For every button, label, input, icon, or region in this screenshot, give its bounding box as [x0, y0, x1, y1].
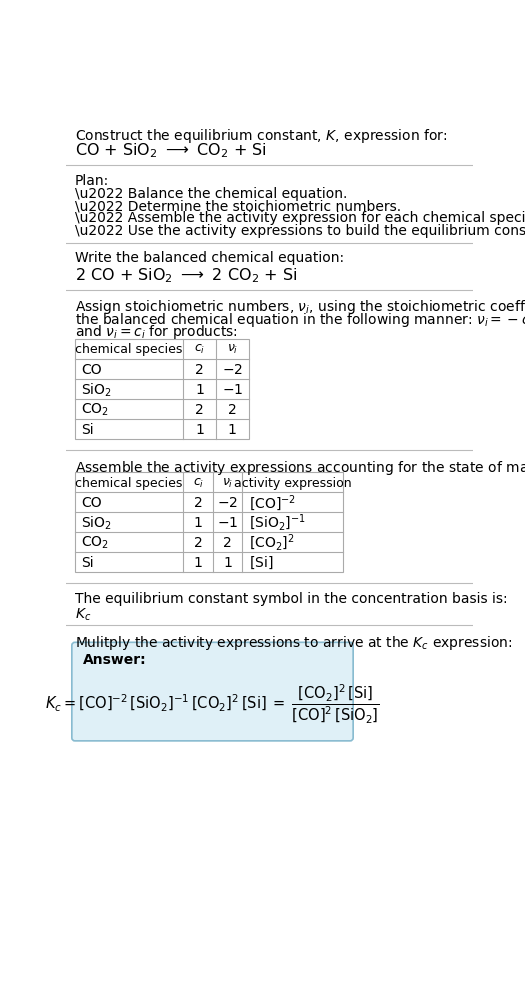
Text: $-1$: $-1$	[217, 516, 238, 530]
Text: SiO$_2$: SiO$_2$	[81, 514, 112, 532]
Text: CO + SiO$_2$ $\longrightarrow$ CO$_2$ + Si: CO + SiO$_2$ $\longrightarrow$ CO$_2$ + …	[75, 141, 267, 159]
Text: 1: 1	[228, 422, 237, 436]
Text: $[\mathrm{CO}]^{-2}$: $[\mathrm{CO}]^{-2}$	[248, 492, 296, 513]
Text: Mulitply the activity expressions to arrive at the $K_c$ expression:: Mulitply the activity expressions to arr…	[75, 634, 512, 651]
Text: $c_i$: $c_i$	[193, 476, 204, 489]
Text: \u2022 Use the activity expressions to build the equilibrium constant expression: \u2022 Use the activity expressions to b…	[75, 224, 525, 238]
Text: Assign stoichiometric numbers, $\nu_i$, using the stoichiometric coefficients, $: Assign stoichiometric numbers, $\nu_i$, …	[75, 298, 525, 316]
Text: 2 CO + SiO$_2$ $\longrightarrow$ 2 CO$_2$ + Si: 2 CO + SiO$_2$ $\longrightarrow$ 2 CO$_2…	[75, 266, 297, 285]
Text: Answer:: Answer:	[82, 652, 146, 666]
Text: $\nu_i$: $\nu_i$	[227, 343, 238, 356]
Text: CO: CO	[81, 363, 102, 376]
Text: CO$_2$: CO$_2$	[81, 401, 109, 418]
Text: activity expression: activity expression	[234, 476, 352, 489]
Text: CO: CO	[81, 495, 102, 510]
Text: 1: 1	[223, 556, 232, 570]
Text: \u2022 Assemble the activity expression for each chemical species.: \u2022 Assemble the activity expression …	[75, 211, 525, 225]
Text: $[\mathrm{CO_2}]^2$: $[\mathrm{CO_2}]^2$	[248, 533, 294, 553]
Text: Si: Si	[81, 422, 94, 436]
Text: chemical species: chemical species	[76, 476, 183, 489]
Text: 2: 2	[195, 402, 204, 416]
Text: Si: Si	[81, 556, 94, 570]
Text: Construct the equilibrium constant, $K$, expression for:: Construct the equilibrium constant, $K$,…	[75, 126, 447, 144]
Text: \u2022 Balance the chemical equation.: \u2022 Balance the chemical equation.	[75, 187, 348, 201]
Text: $K_c = [\mathrm{CO}]^{-2}\,[\mathrm{SiO_2}]^{-1}\,[\mathrm{CO_2}]^{2}\,[\mathrm{: $K_c = [\mathrm{CO}]^{-2}\,[\mathrm{SiO_…	[45, 682, 380, 725]
Text: The equilibrium constant symbol in the concentration basis is:: The equilibrium constant symbol in the c…	[75, 591, 508, 605]
Text: $K_c$: $K_c$	[75, 606, 91, 622]
Text: 2: 2	[223, 536, 232, 550]
Text: 1: 1	[195, 382, 204, 396]
Text: 1: 1	[194, 516, 203, 530]
Bar	[75, 340, 248, 439]
Text: $-1$: $-1$	[222, 382, 243, 396]
Text: 2: 2	[228, 402, 237, 416]
Text: $[\mathrm{SiO_2}]^{-1}$: $[\mathrm{SiO_2}]^{-1}$	[248, 513, 305, 533]
Text: $-2$: $-2$	[222, 363, 243, 376]
Text: Write the balanced chemical equation:: Write the balanced chemical equation:	[75, 251, 344, 265]
Text: chemical species: chemical species	[76, 343, 183, 356]
Text: $\nu_i$: $\nu_i$	[222, 476, 233, 489]
Text: Assemble the activity expressions accounting for the state of matter and $\nu_i$: Assemble the activity expressions accoun…	[75, 458, 525, 476]
Text: SiO$_2$: SiO$_2$	[81, 381, 112, 398]
Bar	[75, 472, 343, 573]
Text: 2: 2	[195, 363, 204, 376]
Text: 1: 1	[194, 556, 203, 570]
Text: Plan:: Plan:	[75, 174, 109, 188]
Text: and $\nu_i = c_i$ for products:: and $\nu_i = c_i$ for products:	[75, 323, 238, 341]
Text: the balanced chemical equation in the following manner: $\nu_i = -c_i$ for react: the balanced chemical equation in the fo…	[75, 310, 525, 328]
Text: \u2022 Determine the stoichiometric numbers.: \u2022 Determine the stoichiometric numb…	[75, 199, 401, 213]
Bar	[75, 472, 343, 573]
Text: $c_i$: $c_i$	[194, 343, 205, 356]
Text: $[\mathrm{Si}]$: $[\mathrm{Si}]$	[248, 555, 273, 571]
Bar	[75, 340, 248, 439]
Text: 2: 2	[194, 536, 203, 550]
FancyBboxPatch shape	[72, 643, 353, 741]
Text: 2: 2	[194, 495, 203, 510]
Text: $-2$: $-2$	[217, 495, 238, 510]
Text: CO$_2$: CO$_2$	[81, 535, 109, 551]
Text: 1: 1	[195, 422, 204, 436]
